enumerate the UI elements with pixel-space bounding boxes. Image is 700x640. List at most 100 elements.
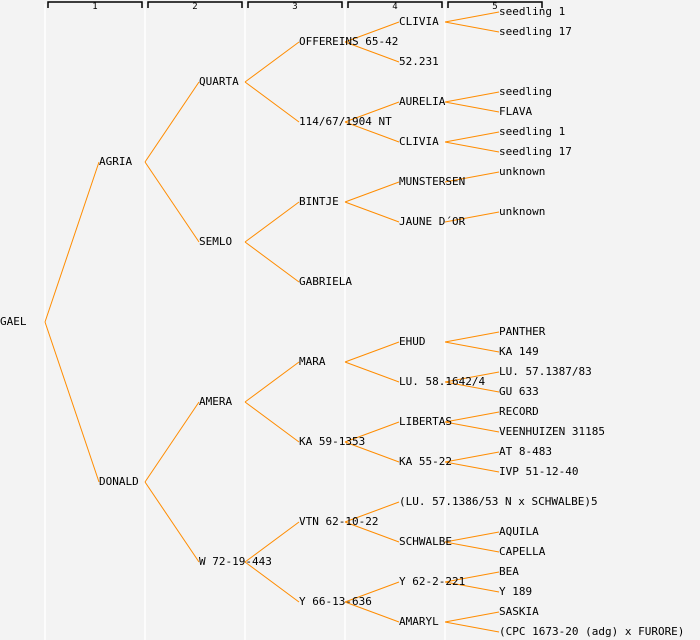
parent-edge — [444, 341, 500, 353]
parent-edge — [444, 211, 500, 223]
pedigree-node[interactable]: SEMLO — [199, 235, 232, 248]
pedigree-edges — [44, 11, 500, 633]
pedigree-node[interactable]: OFFEREINS 65-42 — [299, 35, 398, 48]
pedigree-node[interactable]: DONALD — [99, 475, 139, 488]
pedigree-node[interactable]: Y 189 — [499, 585, 532, 598]
pedigree-node[interactable]: SASKIA — [499, 605, 539, 618]
pedigree-node[interactable]: seedling — [499, 85, 552, 98]
parent-edge — [344, 521, 400, 543]
pedigree-node[interactable]: FLAVA — [499, 105, 532, 118]
pedigree-node[interactable]: GAEL — [0, 315, 27, 328]
parent-edge — [344, 441, 400, 463]
parent-edge — [444, 141, 500, 153]
pedigree-node[interactable]: SCHWALBE — [399, 535, 452, 548]
pedigree-node[interactable]: W 72-19-443 — [199, 555, 272, 568]
parent-edge — [344, 341, 400, 363]
pedigree-node[interactable]: CLIVIA — [399, 135, 439, 148]
pedigree-node[interactable]: seedling 17 — [499, 25, 572, 38]
pedigree-node[interactable]: BINTJE — [299, 195, 339, 208]
parent-edge — [344, 101, 400, 123]
pedigree-node[interactable]: MARA — [299, 355, 326, 368]
pedigree-node[interactable]: seedling 17 — [499, 145, 572, 158]
parent-edge — [444, 331, 500, 343]
parent-edge — [444, 461, 500, 473]
pedigree-node[interactable]: CLIVIA — [399, 15, 439, 28]
parent-edge — [344, 121, 400, 143]
parent-edge — [244, 241, 300, 283]
pedigree-node[interactable]: AURELIA — [399, 95, 446, 108]
parent-edge — [144, 481, 200, 563]
pedigree-node[interactable]: CAPELLA — [499, 545, 546, 558]
pedigree-node[interactable]: VTN 62-10-22 — [299, 515, 378, 528]
pedigree-node[interactable]: VEENHUIZEN 31185 — [499, 425, 605, 438]
parent-edge — [344, 361, 400, 383]
parent-edge — [244, 401, 300, 443]
parent-edge — [444, 611, 500, 623]
pedigree-node[interactable]: AMARYL — [399, 615, 439, 628]
pedigree-node[interactable]: GABRIELA — [299, 275, 352, 288]
generation-number: 1 — [92, 2, 97, 12]
parent-edge — [244, 561, 300, 603]
parent-edge — [444, 531, 500, 543]
parent-edge — [444, 581, 500, 593]
pedigree-node[interactable]: LIBERTAS — [399, 415, 452, 428]
pedigree-node[interactable]: AT 8-483 — [499, 445, 552, 458]
parent-edge — [244, 361, 300, 403]
generation-number: 2 — [192, 2, 197, 12]
pedigree-node[interactable]: IVP 51-12-40 — [499, 465, 578, 478]
pedigree-node[interactable]: unknown — [499, 165, 545, 178]
pedigree-node[interactable]: (CPC 1673-20 (adg) x FURORE) — [499, 625, 684, 638]
pedigree-node[interactable]: QUARTA — [199, 75, 239, 88]
parent-edge — [444, 421, 500, 433]
pedigree-node[interactable]: GU 633 — [499, 385, 539, 398]
parent-edge — [44, 161, 100, 323]
parent-edge — [344, 21, 400, 43]
parent-edge — [444, 101, 500, 113]
pedigree-node[interactable]: LU. 58.1642/4 — [399, 375, 485, 388]
parent-edge — [244, 521, 300, 563]
generation-number: 5 — [492, 2, 497, 12]
parent-edge — [44, 321, 100, 483]
pedigree-node[interactable]: Y 62-2-221 — [399, 575, 465, 588]
generation-number: 4 — [392, 2, 397, 12]
parent-edge — [444, 371, 500, 383]
parent-edge — [444, 131, 500, 143]
pedigree-node[interactable]: Y 66-13-636 — [299, 595, 372, 608]
generation-bracket — [47, 1, 143, 8]
parent-edge — [344, 181, 400, 203]
pedigree-node[interactable]: MUNSTERSEN — [399, 175, 465, 188]
generation-bracket — [447, 1, 543, 8]
pedigree-node[interactable]: (LU. 57.1386/53 N x SCHWALBE)5 — [399, 495, 598, 508]
pedigree-node[interactable]: PANTHER — [499, 325, 546, 338]
pedigree-node[interactable]: 114/67/1904 NT — [299, 115, 392, 128]
generation-bracket — [147, 1, 243, 8]
pedigree-node[interactable]: BEA — [499, 565, 519, 578]
pedigree-node[interactable]: KA 55-22 — [399, 455, 452, 468]
pedigree-node[interactable]: LU. 57.1387/83 — [499, 365, 592, 378]
pedigree-node[interactable]: AGRIA — [99, 155, 132, 168]
pedigree-node[interactable]: seedling 1 — [499, 125, 565, 138]
pedigree-node[interactable]: JAUNE D´OR — [399, 215, 466, 228]
parent-edge — [444, 11, 500, 23]
pedigree-node[interactable]: RECORD — [499, 405, 539, 418]
parent-edge — [344, 421, 400, 443]
parent-edge — [344, 41, 400, 63]
parent-edge — [244, 201, 300, 243]
pedigree-node[interactable]: unknown — [499, 205, 545, 218]
pedigree-node[interactable]: AMERA — [199, 395, 232, 408]
pedigree-node[interactable]: KA 59-1353 — [299, 435, 365, 448]
parent-edge — [144, 401, 200, 483]
parent-edge — [344, 581, 400, 603]
generation-bracket — [347, 1, 443, 8]
pedigree-node[interactable]: AQUILA — [499, 525, 539, 538]
parent-edge — [444, 451, 500, 463]
pedigree-node[interactable]: 52.231 — [399, 55, 439, 68]
pedigree-node[interactable]: seedling 1 — [499, 5, 565, 18]
pedigree-node[interactable]: KA 149 — [499, 345, 539, 358]
pedigree-node[interactable]: EHUD — [399, 335, 426, 348]
parent-edge — [444, 571, 500, 583]
parent-edge — [344, 601, 400, 623]
parent-edge — [444, 541, 500, 553]
